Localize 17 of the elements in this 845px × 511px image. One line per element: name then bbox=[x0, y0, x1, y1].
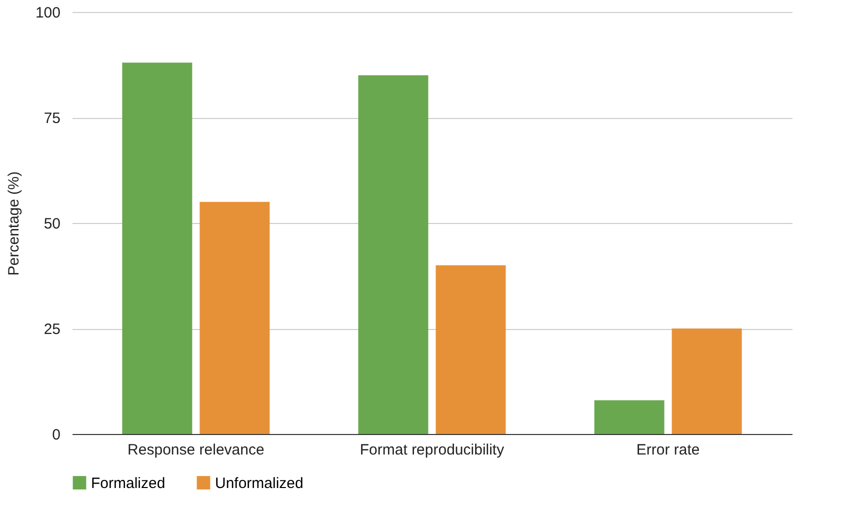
bar bbox=[436, 265, 506, 434]
bar bbox=[594, 400, 664, 434]
legend-label: Formalized bbox=[91, 474, 166, 492]
y-tick-label: 100 bbox=[35, 4, 60, 22]
bar bbox=[122, 62, 192, 434]
x-tick-label: Response relevance bbox=[128, 442, 264, 458]
bar bbox=[200, 202, 270, 434]
bar bbox=[358, 75, 428, 434]
bar bbox=[672, 328, 742, 434]
x-tick-label: Format reproducibility bbox=[360, 442, 505, 458]
x-tick-label: Error rate bbox=[636, 442, 700, 458]
y-axis-title: Percentage (%) bbox=[5, 171, 22, 276]
y-tick-label: 50 bbox=[44, 216, 60, 232]
y-tick-label: 25 bbox=[44, 321, 60, 338]
y-tick-label: 0 bbox=[52, 426, 60, 444]
legend-label: Unformalized bbox=[215, 474, 304, 492]
y-tick-label: 75 bbox=[44, 110, 60, 127]
